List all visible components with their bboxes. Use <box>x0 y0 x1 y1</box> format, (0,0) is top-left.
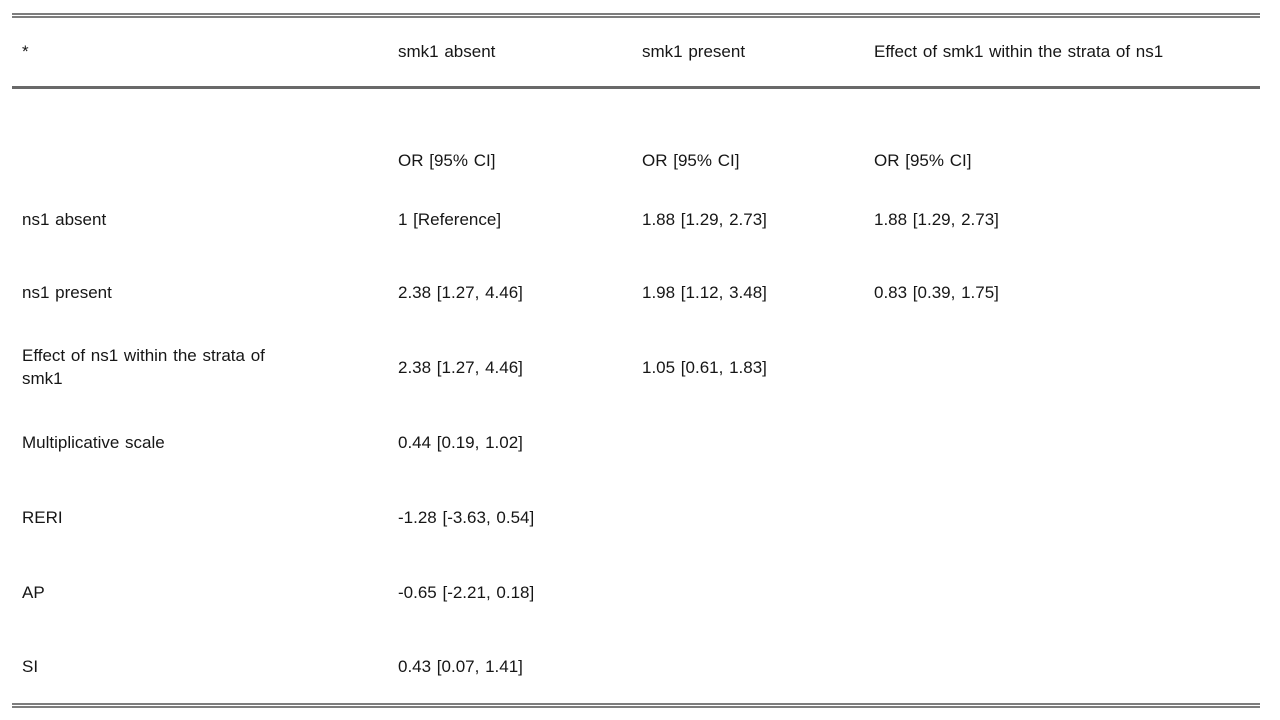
value-cell <box>874 481 1260 556</box>
value-cell: 1 [Reference] <box>398 209 502 229</box>
row-ns1-absent: ns1 absent 1 [Reference] 1.88 [1.29, 2.7… <box>12 184 1260 256</box>
value-cell: 0.44 [0.19, 1.02] <box>398 433 523 452</box>
row-ns1-present: ns1 present 2.38 [1.27, 4.46] 1.98 [1.12… <box>12 256 1260 331</box>
subheader-label <box>12 138 398 184</box>
interaction-results-table: * smk1 absent smk1 present Effect of smk… <box>12 13 1260 708</box>
value-cell: 0.83 [0.39, 1.75] <box>874 283 999 302</box>
subheader-or-ci-effect: OR [95% CI] <box>874 150 972 170</box>
value-cell: 1.88 [1.29, 2.73] <box>642 209 767 229</box>
value-cell: 0.43 [0.07, 1.41] <box>398 656 523 676</box>
row-label: SI <box>22 656 39 676</box>
row-si: SI 0.43 [0.07, 1.41] <box>12 631 1260 706</box>
value-cell: 2.38 [1.27, 4.46] <box>398 283 523 302</box>
value-cell <box>642 406 874 481</box>
row-label: AP <box>22 583 45 602</box>
value-cell <box>642 556 874 631</box>
value-cell: -0.65 [-2.21, 0.18] <box>398 583 535 602</box>
value-cell <box>874 631 1260 706</box>
spacer-row <box>12 88 1260 138</box>
row-label: ns1 absent <box>22 209 107 229</box>
row-label: RERI <box>22 508 63 527</box>
value-cell: -1.28 [-3.63, 0.54] <box>398 508 535 527</box>
row-ap: AP -0.65 [-2.21, 0.18] <box>12 556 1260 631</box>
value-cell <box>642 481 874 556</box>
header-footnote-marker: * <box>12 15 398 89</box>
subheader-or-ci-smk1-absent: OR [95% CI] <box>398 150 496 170</box>
value-cell: 1.05 [0.61, 1.83] <box>642 358 767 377</box>
header-col-smk1-present: smk1 present <box>642 15 874 89</box>
value-cell <box>874 331 1260 406</box>
row-effect-ns1-within-strata-smk1: Effect of ns1 within the strata of smk1 … <box>12 331 1260 406</box>
row-label: Multiplicative scale <box>22 433 165 452</box>
value-cell <box>874 406 1260 481</box>
row-label: Effect of ns1 within the strata of smk1 <box>22 346 265 388</box>
row-multiplicative-scale: Multiplicative scale 0.44 [0.19, 1.02] <box>12 406 1260 481</box>
subheader-or-ci-smk1-present: OR [95% CI] <box>642 150 740 170</box>
value-cell: 1.88 [1.29, 2.73] <box>874 209 999 229</box>
value-cell <box>874 556 1260 631</box>
value-cell: 1.98 [1.12, 3.48] <box>642 283 767 302</box>
row-label: ns1 present <box>22 283 112 302</box>
header-col-effect-smk1: Effect of smk1 within the strata of ns1 <box>874 15 1260 89</box>
header-row: * smk1 absent smk1 present Effect of smk… <box>12 15 1260 89</box>
value-cell: 2.38 [1.27, 4.46] <box>398 358 523 377</box>
subheader-row: OR [95% CI] OR [95% CI] OR [95% CI] <box>12 138 1260 184</box>
header-col-smk1-absent: smk1 absent <box>398 15 642 89</box>
row-reri: RERI -1.28 [-3.63, 0.54] <box>12 481 1260 556</box>
value-cell <box>642 631 874 706</box>
